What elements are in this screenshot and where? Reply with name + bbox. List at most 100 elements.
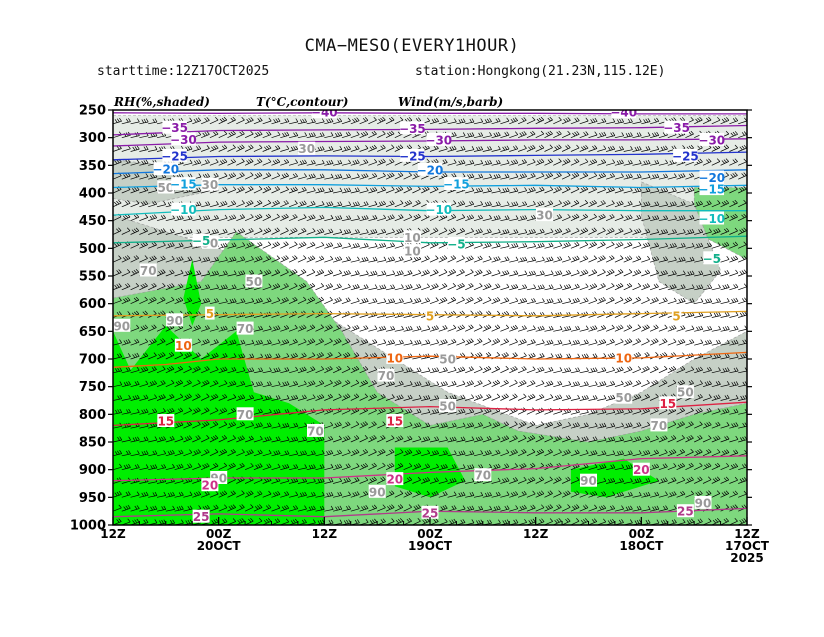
wind-barb: [623, 173, 633, 180]
wind-barb: [421, 255, 430, 263]
wind-barb: [447, 380, 457, 388]
wind-barb: [632, 436, 642, 443]
wind-barb: [289, 159, 298, 166]
wind-barb: [306, 338, 316, 346]
wind-barb: [385, 214, 395, 222]
wind-barb: [517, 476, 527, 484]
wind-barb: [667, 477, 677, 484]
wind-barb: [139, 380, 149, 388]
wind-barb: [359, 393, 368, 401]
wind-barb: [394, 462, 404, 471]
wind-barb: [350, 229, 360, 235]
wind-barb: [650, 201, 660, 208]
wind-barb: [500, 297, 510, 305]
wind-barb: [306, 394, 316, 401]
wind-barb: [658, 201, 669, 208]
wind-barb: [535, 144, 545, 152]
temp-contour-label: 25: [677, 505, 694, 519]
wind-barb: [517, 393, 527, 401]
temp-contour-label: −20: [417, 163, 444, 177]
wind-barb: [403, 339, 413, 346]
wind-barb: [623, 187, 633, 194]
wind-barb: [649, 393, 659, 401]
wind-barb: [421, 269, 430, 277]
wind-barb: [588, 283, 598, 291]
wind-barb: [720, 241, 730, 249]
wind-barb: [579, 449, 589, 457]
wind-barb: [403, 449, 413, 457]
wind-barb: [385, 325, 396, 332]
wind-barb: [324, 463, 334, 471]
wind-barb: [676, 297, 686, 305]
wind-barb: [579, 144, 589, 152]
wind-barb: [244, 449, 254, 457]
wind-barb: [500, 393, 509, 401]
wind-barb: [350, 324, 360, 332]
wind-barb: [553, 367, 563, 374]
wind-barb: [218, 256, 228, 263]
wind-barb: [517, 366, 527, 374]
wind-barb: [297, 422, 307, 429]
wind-barb: [632, 132, 642, 139]
wind-barb: [271, 186, 280, 194]
wind-barb: [192, 187, 202, 194]
wind-barb: [236, 394, 246, 401]
wind-barb: [597, 464, 607, 471]
wind-barb: [359, 435, 368, 443]
wind-barb: [711, 339, 721, 346]
wind-barb: [729, 463, 739, 471]
wind-barb: [421, 227, 430, 235]
wind-barb: [518, 201, 528, 208]
wind-barb: [632, 422, 642, 429]
wind-barb: [121, 227, 131, 235]
wind-barb: [694, 366, 703, 374]
wind-barb: [113, 199, 122, 208]
wind-barb: [491, 283, 501, 291]
wind-barb: [658, 187, 669, 194]
wind-barb: [201, 284, 211, 291]
wind-barb: [561, 172, 571, 180]
wind-barb: [121, 118, 131, 125]
wind-barb: [597, 255, 606, 263]
wind-barb: [332, 256, 343, 263]
wind-barb: [641, 215, 651, 222]
wind-barb: [332, 365, 342, 374]
wind-barb: [306, 200, 316, 208]
wind-barb: [315, 132, 325, 139]
wind-barb: [289, 366, 299, 374]
wind-barb: [509, 324, 518, 332]
wind-barb: [491, 324, 501, 332]
wind-barb: [747, 104, 756, 110]
wind-barb: [720, 408, 730, 415]
wind-barb: [570, 476, 580, 484]
wind-barb: [403, 435, 413, 443]
wind-barb: [561, 421, 571, 429]
wind-barb: [676, 338, 686, 346]
wind-barb: [148, 324, 157, 332]
wind-barb: [526, 172, 536, 180]
wind-barb: [306, 255, 316, 263]
wind-barb: [209, 284, 220, 291]
wind-barb: [377, 110, 379, 111]
wind-barb: [588, 269, 598, 277]
wind-barb: [139, 436, 149, 443]
wind-barb: [570, 297, 580, 305]
wind-barb: [350, 187, 360, 194]
wind-barb: [535, 448, 545, 457]
wind-barb: [658, 477, 668, 484]
temp-contour-label: 20: [633, 463, 650, 477]
wind-barb: [711, 144, 721, 152]
wind-barb: [385, 339, 395, 346]
x-tick-label: 20OCT: [197, 539, 242, 553]
wind-barb: [641, 324, 650, 332]
wind-barb: [482, 393, 492, 401]
wind-barb: [209, 421, 219, 429]
wind-barb: [227, 298, 237, 305]
wind-barb: [473, 255, 483, 263]
wind-barb: [130, 118, 140, 125]
wind-barb: [711, 110, 713, 111]
wind-barb: [456, 436, 466, 443]
wind-barb: [227, 270, 237, 277]
wind-barb: [341, 256, 351, 263]
